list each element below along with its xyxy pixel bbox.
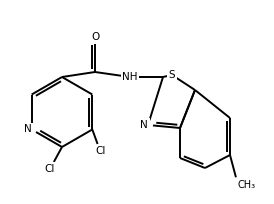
Text: NH: NH — [122, 72, 138, 82]
Text: Cl: Cl — [95, 146, 105, 156]
Text: N: N — [140, 120, 148, 130]
Text: Cl: Cl — [45, 164, 55, 174]
Text: O: O — [91, 32, 99, 42]
Text: N: N — [24, 124, 32, 134]
Text: S: S — [169, 70, 175, 80]
Text: CH₃: CH₃ — [238, 180, 256, 190]
